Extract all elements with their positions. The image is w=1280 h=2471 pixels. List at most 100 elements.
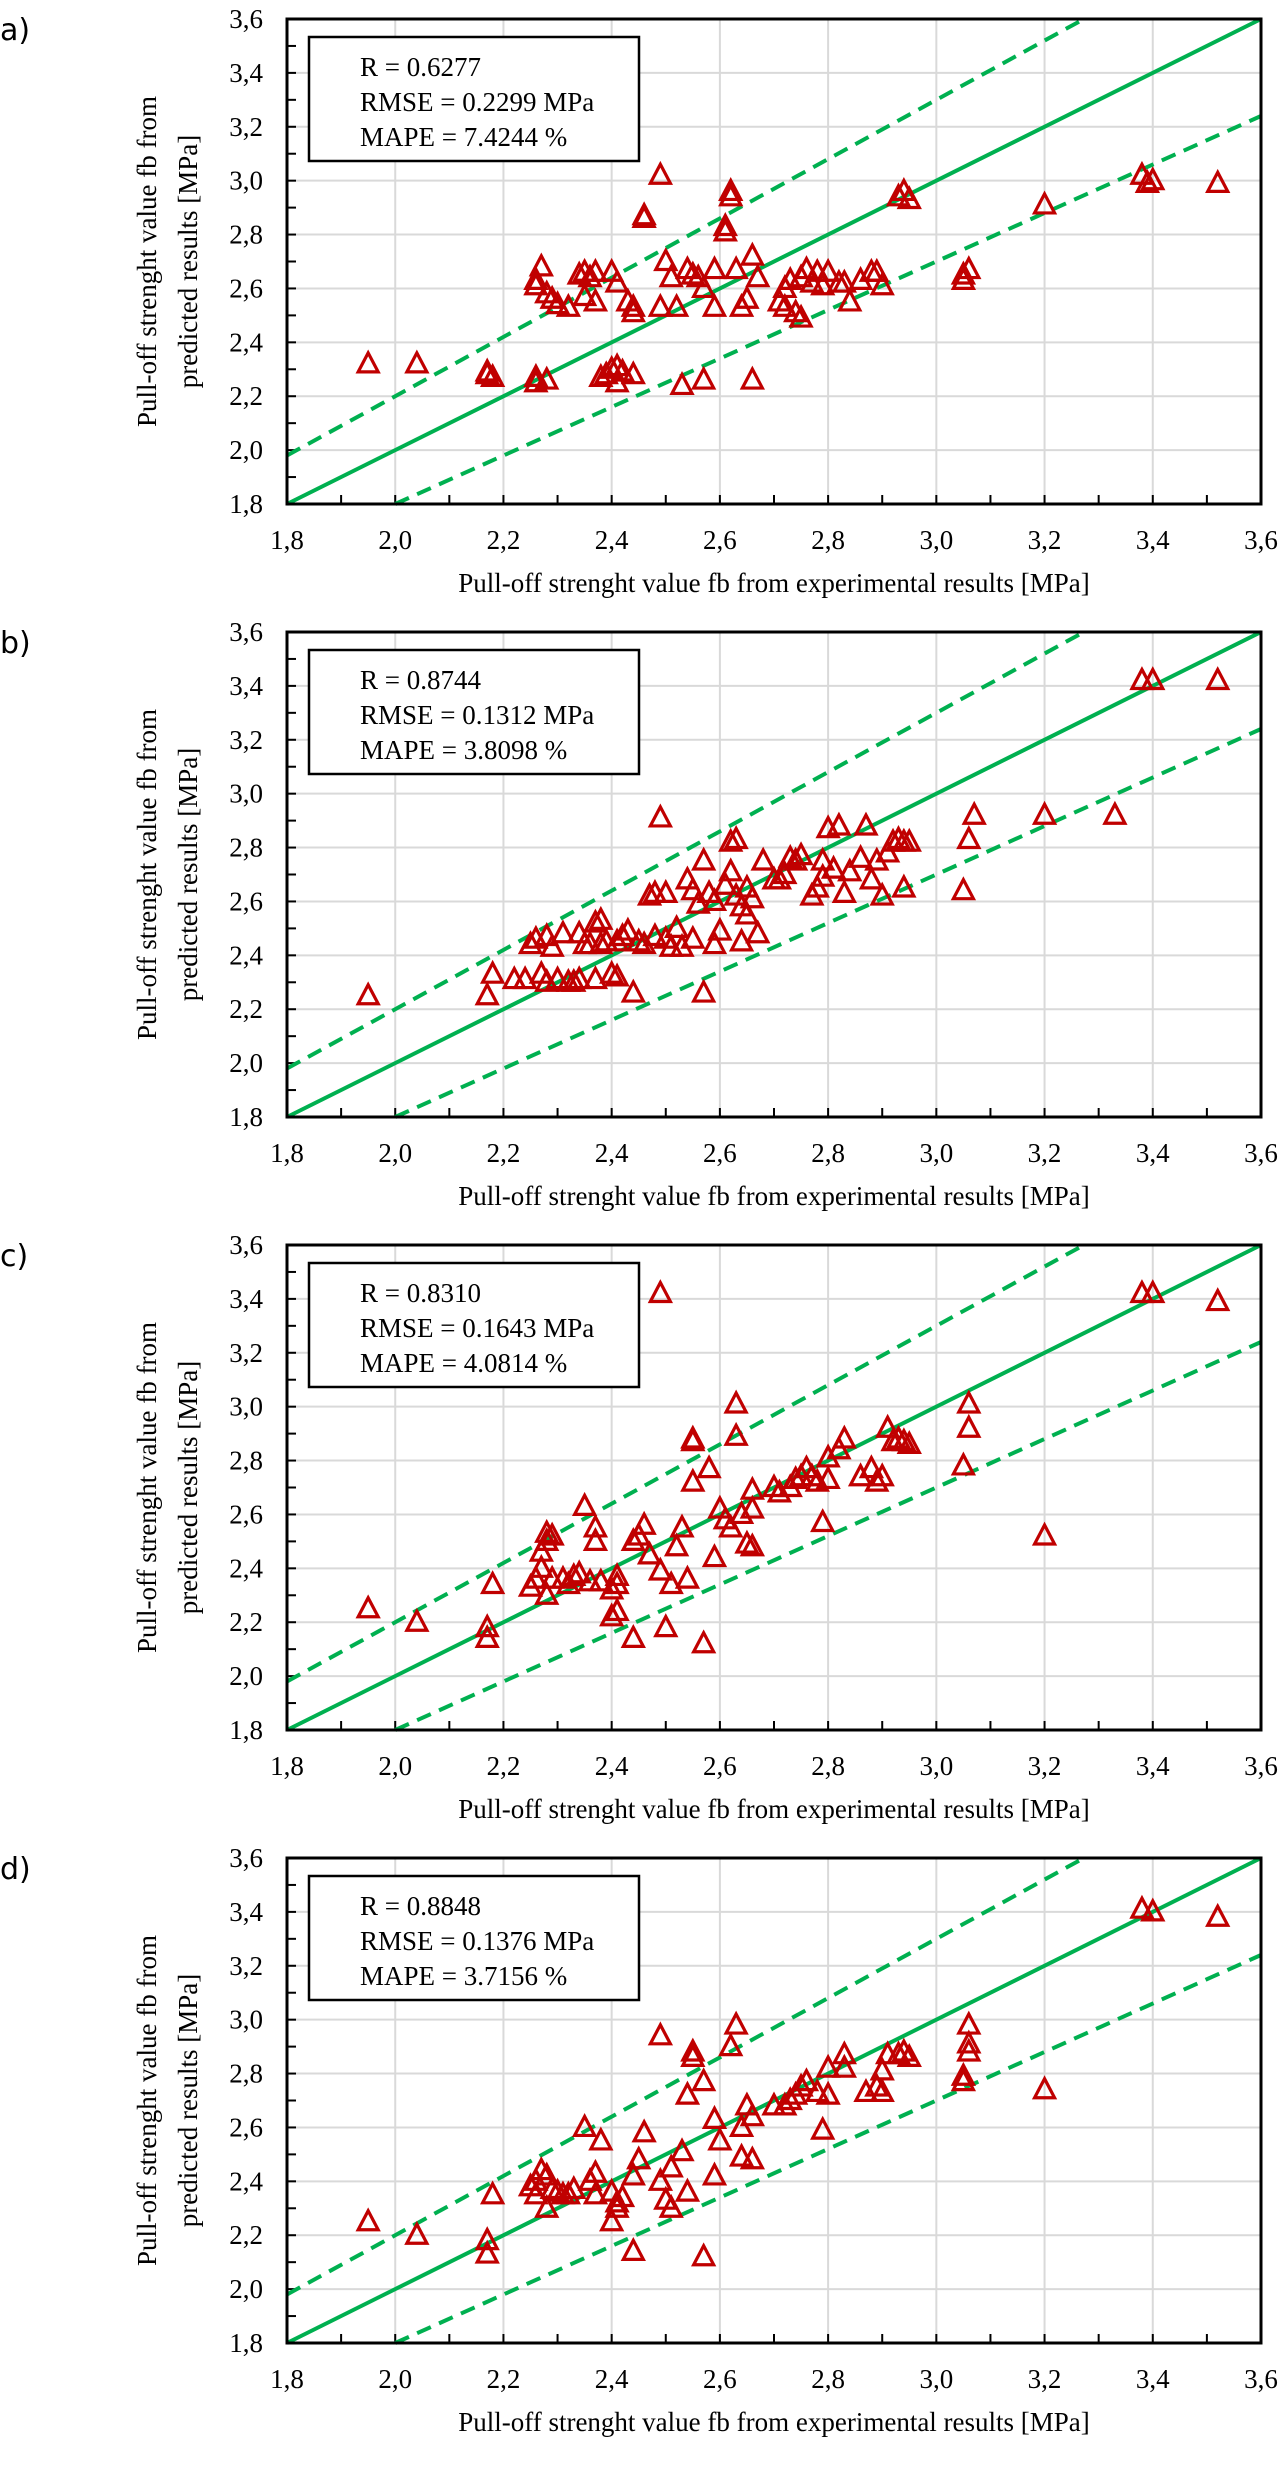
data-point-triangle	[604, 962, 630, 987]
data-point-triangle	[728, 2142, 755, 2167]
data-point-triangle	[534, 2193, 560, 2218]
stats-line: RMSE = 0.1376 MPa	[360, 1926, 594, 1956]
data-point-triangle	[950, 260, 977, 285]
data-point-triangle	[355, 2207, 381, 2232]
data-point-triangle	[539, 1521, 565, 1546]
data-point-triangle	[647, 803, 674, 828]
reference-line-dashed	[286, 630, 1085, 1071]
data-point-triangle	[566, 260, 592, 285]
data-point-triangle	[355, 1594, 381, 1619]
data-point-triangle	[739, 2145, 766, 2170]
data-point-triangle	[739, 241, 766, 266]
data-point-triangle	[474, 2239, 500, 2264]
data-point-triangle	[896, 1429, 922, 1454]
data-point-triangle	[734, 284, 760, 309]
data-point-triangle	[647, 160, 674, 185]
y-tick-label: 2,4	[229, 1553, 263, 1583]
data-point-triangle	[961, 800, 987, 825]
data-point-triangle	[663, 913, 690, 938]
data-point-triangle	[869, 2077, 895, 2103]
data-point-triangle	[674, 2080, 701, 2105]
x-tick-label: 2,4	[595, 2364, 629, 2394]
data-point-triangle	[674, 1564, 701, 1589]
stats-line: RMSE = 0.1312 MPa	[360, 700, 594, 730]
data-point-triangle	[582, 2158, 609, 2183]
data-point-triangle	[631, 201, 657, 226]
data-point-triangle	[534, 2161, 560, 2186]
x-tick-label: 2,8	[811, 1751, 845, 1781]
data-point-triangle	[869, 2056, 895, 2081]
x-tick-label: 3,4	[1136, 525, 1170, 555]
data-point-triangle	[718, 177, 744, 202]
data-point-triangle	[1205, 168, 1231, 193]
data-point-triangle	[956, 2010, 982, 2035]
stats-line: RMSE = 0.1643 MPa	[360, 1313, 594, 1343]
y-tick-label: 2,6	[229, 886, 263, 916]
data-point-triangle	[626, 927, 652, 952]
data-point-triangle	[1129, 1894, 1155, 1919]
data-point-triangle	[479, 1570, 506, 1595]
scatter-plot: 1,8 2,0 2,2 2,4 2,6 2,8 3,0 3,2 3,4 3,6 1,8 2,0 2,2 2…	[132, 617, 1278, 1211]
data-point-triangle	[479, 2180, 506, 2205]
data-point-triangle	[739, 1532, 766, 1557]
data-point-triangle	[837, 857, 863, 882]
data-point-triangle	[864, 1467, 890, 1492]
x-tick-label: 2,4	[595, 1138, 629, 1168]
data-point-triangle	[723, 255, 749, 280]
data-point-triangle	[831, 1424, 857, 1449]
plot-frame	[285, 630, 1263, 1119]
data-point-triangle	[810, 846, 836, 871]
data-point-triangle	[1205, 1902, 1231, 1927]
data-point-triangle	[723, 1389, 749, 1414]
data-point-triangle	[766, 1478, 793, 1503]
data-point-triangle	[474, 357, 500, 382]
data-point-triangle	[609, 357, 636, 382]
y-tick-label: 3,2	[229, 1951, 263, 1981]
data-point-triangle	[885, 825, 912, 850]
data-point-triangle	[723, 1421, 749, 1446]
x-tick-label: 3,6	[1244, 1138, 1278, 1168]
data-point-triangle	[561, 2174, 587, 2200]
data-point-triangle	[820, 854, 847, 879]
data-point-triangle	[831, 878, 857, 903]
data-point-triangle	[691, 846, 717, 871]
data-point-triangle	[599, 959, 625, 984]
y-axis-title: predicted results [MPa]	[173, 1361, 203, 1614]
x-tick-label: 1,8	[270, 1751, 304, 1781]
x-tick-label: 2,0	[378, 1751, 412, 1781]
data-point-triangle	[750, 846, 776, 871]
x-tick-label: 3,0	[919, 2364, 953, 2394]
data-point-triangle	[691, 274, 717, 299]
data-point-triangle	[772, 860, 798, 885]
x-tick-label: 2,4	[595, 525, 629, 555]
data-point-triangle	[745, 263, 771, 288]
data-point-triangle	[534, 1580, 560, 1605]
data-point-triangle	[701, 887, 728, 912]
y-tick-label: 2,8	[229, 2059, 263, 2089]
x-tick-label: 3,0	[919, 525, 953, 555]
data-point-triangle	[696, 1454, 722, 1479]
data-point-triangle	[609, 922, 636, 947]
data-point-triangle	[858, 865, 885, 890]
data-point-triangle	[869, 881, 895, 906]
data-point-triangle	[815, 1464, 841, 1490]
data-point-triangle	[523, 265, 549, 290]
data-point-triangle	[571, 282, 598, 307]
data-point-triangle	[701, 930, 728, 955]
x-tick-label: 3,2	[1028, 2364, 1062, 2394]
data-point-triangle	[691, 2242, 717, 2267]
data-point-triangle	[663, 292, 690, 317]
x-tick-label: 2,2	[487, 2364, 521, 2394]
x-tick-label: 1,8	[270, 2364, 304, 2394]
y-tick-label: 3,0	[229, 166, 263, 196]
data-point-triangle	[604, 268, 630, 293]
data-point-triangle	[658, 2153, 684, 2178]
data-point-triangle	[718, 1513, 744, 1538]
data-point-triangle	[896, 185, 922, 210]
x-tick-label: 2,4	[595, 1751, 629, 1781]
data-point-triangle	[669, 371, 695, 396]
data-point-triangle	[782, 846, 809, 871]
x-axis-title: Pull-off strenght value fb from experime…	[458, 568, 1090, 598]
y-tick-label: 2,2	[229, 381, 263, 411]
data-point-triangle	[810, 1508, 836, 1533]
